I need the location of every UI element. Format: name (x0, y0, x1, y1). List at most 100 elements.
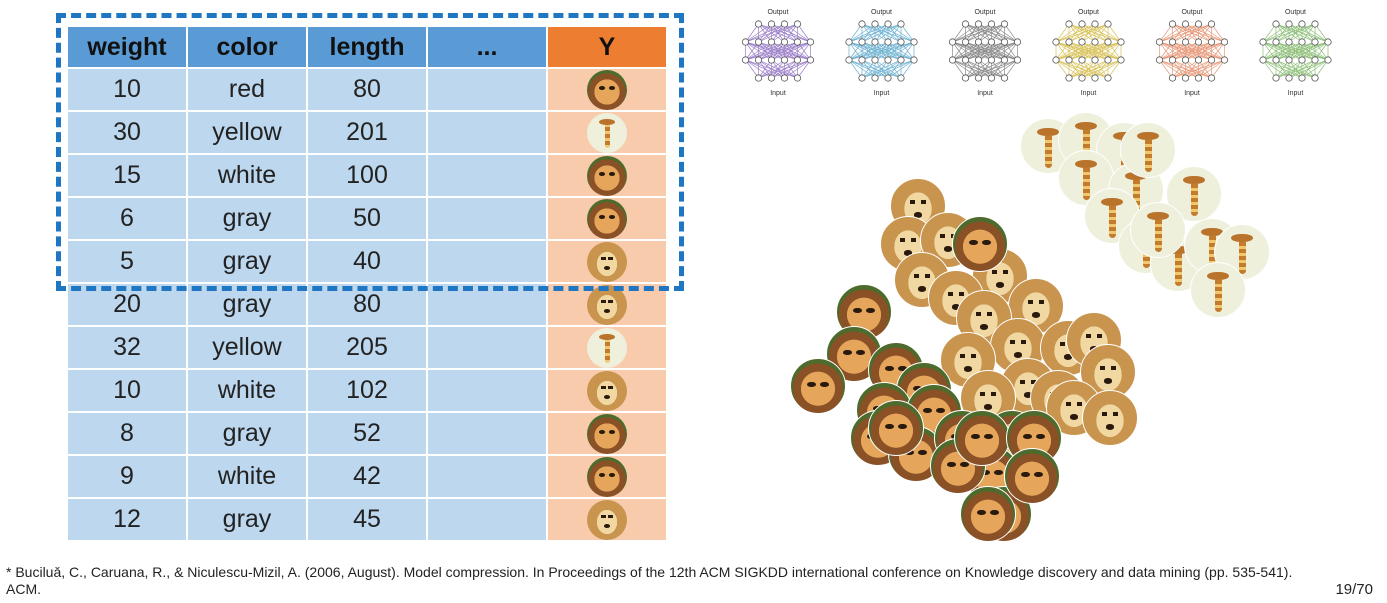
column-header-length: length (308, 27, 426, 69)
giraffe-icon (1150, 236, 1206, 292)
network-diagram: Output Input (948, 9, 1022, 97)
network-edge (1275, 41, 1329, 61)
network-node (1065, 74, 1073, 82)
network-edge (745, 23, 759, 43)
network-edge (861, 23, 902, 43)
cat-icon (856, 382, 912, 438)
network-edge (1055, 41, 1109, 61)
network-node (1104, 38, 1112, 46)
network-diagram: Output Input (845, 9, 918, 97)
network-node (871, 38, 879, 46)
network-edge (1081, 59, 1122, 79)
network-edge (965, 23, 1005, 43)
cat-icon (836, 284, 892, 340)
network-node (1168, 38, 1177, 46)
cell-length: 102 (308, 370, 426, 413)
network-edge (965, 41, 1018, 61)
cat-icon (952, 216, 1008, 272)
network-edge (848, 41, 876, 61)
network-node (1194, 38, 1203, 46)
network-node (897, 56, 905, 64)
network-edge (848, 41, 889, 61)
network-edge (1198, 59, 1225, 79)
network-edge (1055, 23, 1083, 43)
network-edge (952, 41, 966, 61)
column-header-weight: weight (68, 27, 186, 69)
cell-color: gray (188, 241, 306, 284)
citation-footnote: * Buciluǎ, C., Caruana, R., & Niculescu-… (6, 564, 1293, 597)
cell-color: white (188, 456, 306, 499)
cell-label (548, 69, 666, 112)
network-edge (887, 41, 915, 61)
network-node (974, 38, 983, 46)
network-edge (1159, 41, 1199, 61)
network-node (1207, 56, 1216, 64)
network-edge (1288, 23, 1316, 43)
network-diagrams: Output Input Output Input Output Input Output I… (741, 9, 1332, 97)
network-edge (952, 41, 1018, 61)
dog-icon (928, 270, 984, 326)
network-node (1078, 38, 1086, 46)
network-edge (1301, 23, 1316, 43)
network-edge (758, 41, 811, 61)
network-edge (1159, 41, 1186, 61)
network-node (793, 38, 802, 46)
cat-icon (906, 384, 962, 440)
network-edge (1159, 59, 1173, 79)
cat-icon (934, 410, 990, 466)
cell-color: red (188, 69, 306, 112)
cat-icon (850, 410, 906, 466)
network-edge (745, 41, 772, 61)
network-node (858, 20, 866, 28)
network-node (948, 38, 957, 46)
column-header-color: color (188, 27, 306, 69)
network-edge (1055, 23, 1109, 43)
network-node (845, 56, 853, 64)
network-node (1117, 38, 1125, 46)
dog-icon (880, 216, 936, 272)
network-edge (758, 59, 798, 79)
network-edge (797, 41, 811, 61)
giraffe-icon (1130, 202, 1186, 258)
network-edge (745, 41, 759, 61)
network-output-label: Output (767, 9, 788, 16)
giraffe-icon (1184, 218, 1240, 274)
network-node (1311, 74, 1319, 82)
network-node (974, 56, 983, 64)
giraffe-icon (587, 327, 627, 368)
network-node (961, 38, 970, 46)
network-node (1298, 38, 1306, 46)
cell-color: gray (188, 284, 306, 327)
network-edge (848, 23, 876, 43)
giraffe-icon (1020, 118, 1076, 174)
dog-icon (894, 252, 950, 308)
network-node (767, 38, 776, 46)
network-edge (1004, 23, 1018, 43)
network-edge (1185, 59, 1225, 79)
network-edge (1211, 59, 1225, 79)
column-header-y: Y (548, 27, 666, 69)
network-edge (745, 59, 759, 79)
cell-ellipsis (428, 155, 546, 198)
network-node (1091, 56, 1099, 64)
network-node (767, 56, 776, 64)
cell-label (548, 413, 666, 456)
network-edge (1159, 23, 1199, 43)
network-edge (1004, 41, 1018, 61)
network-node (1298, 74, 1306, 82)
network-edge (848, 41, 902, 61)
network-edge (758, 59, 811, 79)
cat-icon (868, 400, 924, 456)
network-edge (952, 59, 966, 79)
network-node (793, 20, 802, 28)
network-node (1091, 38, 1099, 46)
network-edge (1172, 59, 1225, 79)
network-edge (861, 59, 876, 79)
network-node (897, 38, 905, 46)
cell-length: 45 (308, 499, 426, 542)
cell-length: 50 (308, 198, 426, 241)
network-node (1065, 38, 1073, 46)
cell-ellipsis (428, 198, 546, 241)
network-edge (1055, 41, 1122, 61)
network-edge (848, 23, 902, 43)
